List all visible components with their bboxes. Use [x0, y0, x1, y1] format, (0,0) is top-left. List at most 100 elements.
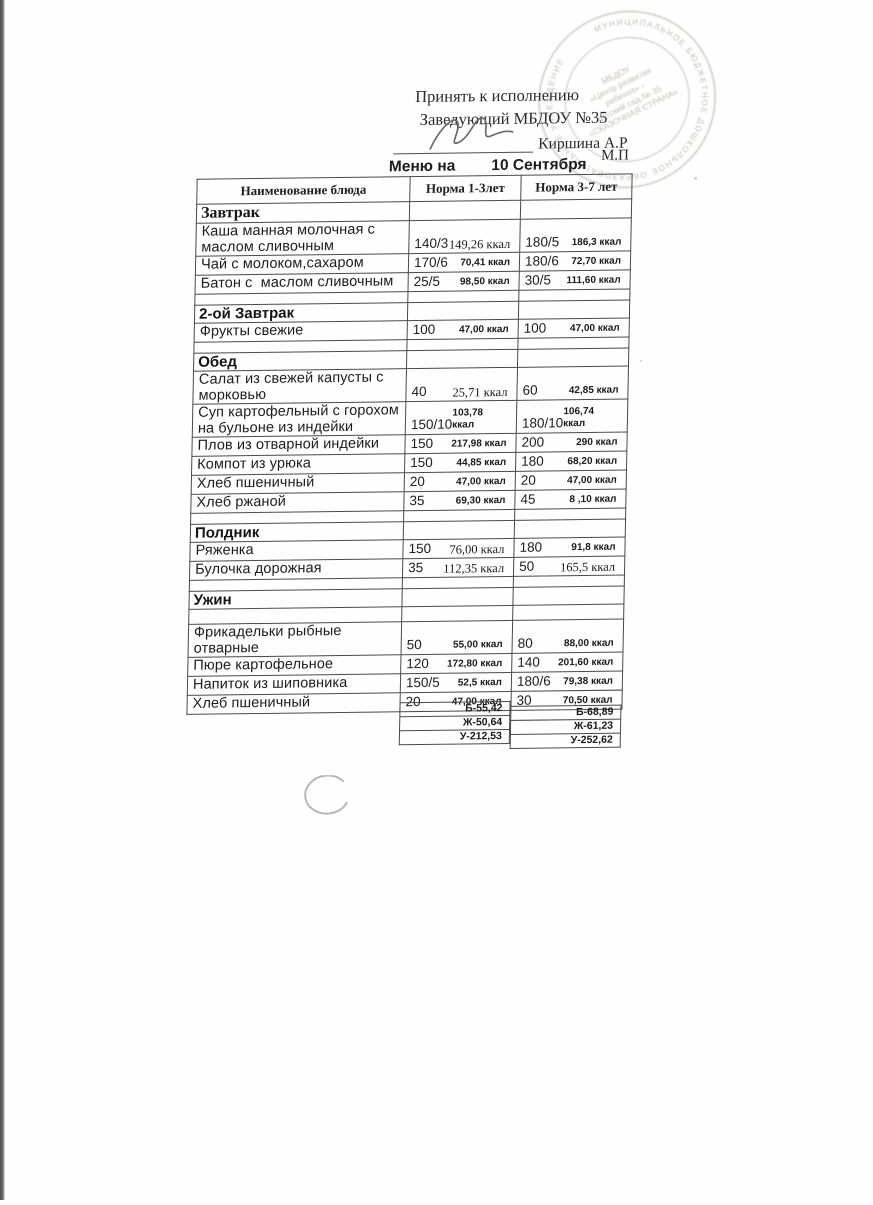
norm-3-7-cell-content: 180 91,8 ккал	[514, 540, 624, 557]
kcal-value: 72,70 ккал	[571, 255, 622, 268]
norm-1-3-cell: 40 25,71 ккал	[405, 367, 518, 402]
kcal-value: 165,5 ккал	[559, 559, 616, 575]
portion-value: 50	[519, 558, 535, 574]
norm-1-3-cell-content: 150 217,98 ккал	[405, 436, 515, 453]
portion-value: 150	[408, 540, 432, 557]
kcal-value: 8 ,10 ккал	[569, 493, 617, 506]
norm-1-3-cell-content: 150 44,85 ккал	[405, 455, 515, 472]
norm-1-3-cell: 20 47,00 ккал	[404, 471, 516, 492]
dish-name-cell: Суп картофельный с горохом на бульоне из…	[192, 401, 406, 438]
portion-value: 35	[409, 492, 425, 509]
norm-3-7-cell: 180/6 79,38 ккал	[511, 671, 623, 692]
portion-value: 150	[410, 454, 433, 471]
portion-value: 30/5	[524, 272, 552, 288]
dish-row: Фрикадельки рыбные отварные 50 55,00 ккал 8…	[188, 619, 624, 658]
norm-3-7-cell-content: 80 88,00 ккал	[513, 636, 623, 653]
portion-value: 150	[410, 435, 434, 452]
norm-1-3-cell: 25/5 98,50 ккал	[407, 271, 520, 292]
dish-name-cell: Каша манная молочная с маслом сливочным	[195, 220, 410, 257]
norm-1-3-cell: 170/6 70,41 ккал	[408, 252, 520, 273]
kcal-value: 290 ккал	[576, 436, 618, 449]
kcal-value: 103,78 ккал	[452, 407, 484, 431]
norm-1-3-cell-content: 150/10 103,78 ккал	[406, 407, 516, 434]
pen-arc-mark	[304, 774, 348, 815]
norm-1-3-cell: 150 76,00 ккал	[402, 538, 515, 559]
totals-value: Ж-61,23	[509, 719, 622, 735]
totals-3-7: Б-68,89 Ж-61,23 У-252,62	[509, 704, 622, 749]
norm-1-3-cell: 140/3 149,26 ккал	[408, 219, 521, 254]
norm-3-7-cell-content: 45 8 ,10 ккал	[515, 492, 625, 509]
kcal-value: 79,38 ккал	[563, 675, 614, 688]
empty-cell	[520, 198, 632, 220]
kcal-value: 70,41 ккал	[460, 256, 511, 269]
norm-3-7-cell-content: 180/10 106,74 ккал	[517, 405, 627, 432]
portion-value: 140	[517, 654, 540, 670]
norm-1-3-cell-content: 20 47,00 ккал	[405, 474, 515, 491]
norm-3-7-cell-content: 180 68,20 ккал	[516, 454, 626, 471]
seal-abbreviation: М.П	[600, 147, 630, 164]
kcal-value: 52,5 ккал	[457, 677, 503, 689]
norm-3-7-cell: 60 42,85 ккал	[516, 365, 629, 401]
kcal-value: 98,50 ккал	[459, 275, 510, 288]
norm-1-3-cell: 100 47,00 ккал	[407, 319, 519, 340]
empty-cell	[512, 586, 625, 606]
totals-1-3: Б-55,42 Ж-50,64 У-212,53	[398, 700, 511, 746]
dish-name-cell: Фрукты свежие	[194, 320, 408, 343]
menu-title-date: 10 Сентября	[491, 155, 587, 175]
kcal-value: 217,98 ккал	[451, 437, 507, 450]
kcal-value: 149,26 ккал	[448, 236, 511, 252]
norm-1-3-cell: 150/5 52,5 ккал	[400, 672, 512, 693]
menu-title: Меню на 10 Сентября	[389, 156, 587, 176]
norm-3-7-cell: 140 201,60 ккал	[511, 652, 623, 673]
kcal-value: 69,30 ккал	[455, 494, 506, 507]
signature-scribble	[429, 117, 514, 150]
kcal-value: 68,20 ккал	[567, 455, 618, 468]
norm-3-7-cell-content: 180/6 72,70 ккал	[520, 253, 630, 270]
portion-value: 20	[520, 472, 536, 488]
norm-1-3-cell-content: 25/5 98,50 ккал	[408, 274, 518, 291]
col-header-dish: Наименование блюда	[196, 176, 411, 205]
kcal-value: 55,00 ккал	[452, 639, 503, 651]
norm-1-3-cell-content: 50 55,00 ккал	[402, 637, 512, 654]
dish-name-cell: Хлеб пшеничный	[191, 472, 405, 495]
scan-speck	[640, 360, 642, 362]
empty-cell	[403, 520, 515, 540]
norm-3-7-cell-content: 100 47,00 ккал	[519, 320, 629, 337]
norm-1-3-cell-content: 35 112,35 ккал	[403, 560, 513, 577]
dish-row: Суп картофельный с горохом на бульоне из…	[192, 398, 628, 438]
norm-1-3-cell-content: 150/5 52,5 ккал	[401, 675, 511, 692]
dish-row: Салат из свежей капусты с морковью 40 25,7…	[192, 365, 629, 405]
portion-value: 50	[406, 637, 422, 653]
portion-value: 150/5	[405, 674, 440, 691]
kcal-value: 44,85 ккал	[456, 456, 507, 469]
norm-3-7-cell-content: 180/6 79,38 ккал	[512, 673, 622, 691]
dish-name-cell: Салат из свежей капусты с морковью	[192, 368, 407, 405]
norm-3-7-cell-content: 180/5 186,3 ккал	[520, 234, 630, 251]
kcal-value: 25,71 ккал	[452, 384, 508, 400]
portion-value: 60	[522, 382, 538, 398]
empty-cell	[517, 347, 629, 368]
norm-3-7-cell: 45 8 ,10 ккал	[514, 489, 627, 510]
portion-value: 35	[408, 559, 424, 576]
kcal-value: 42,85 ккал	[568, 384, 619, 397]
norm-3-7-cell: 180 68,20 ккал	[515, 450, 627, 472]
kcal-value: 76,00 ккал	[449, 541, 505, 557]
portion-value: 40	[411, 383, 427, 400]
norm-1-3-cell: 150 44,85 ккал	[404, 452, 516, 473]
norm-3-7-cell-content: 200 290 ккал	[516, 434, 626, 451]
portion-value: 180/6	[524, 253, 559, 269]
col-header-norm-3-7: Норма 3-7 лет	[520, 173, 633, 201]
totals-value: У-252,62	[509, 733, 621, 749]
norm-3-7-cell: 50 165,5 ккал	[513, 556, 625, 577]
portion-value: 20	[409, 473, 425, 490]
empty-cell	[512, 604, 624, 621]
norm-1-3-cell-content: 35 69,30 ккал	[404, 493, 514, 510]
portion-value: 180	[519, 539, 543, 555]
kcal-value: 47,00 ккал	[566, 474, 617, 487]
dish-name-cell: Ряженка	[189, 539, 404, 562]
kcal-value: 186,3 ккал	[571, 236, 622, 249]
kcal-value: 111,60 ккал	[566, 274, 621, 287]
kcal-value: 88,00 ккал	[563, 637, 614, 650]
norm-3-7-cell: 180 91,8 ккал	[513, 537, 626, 558]
